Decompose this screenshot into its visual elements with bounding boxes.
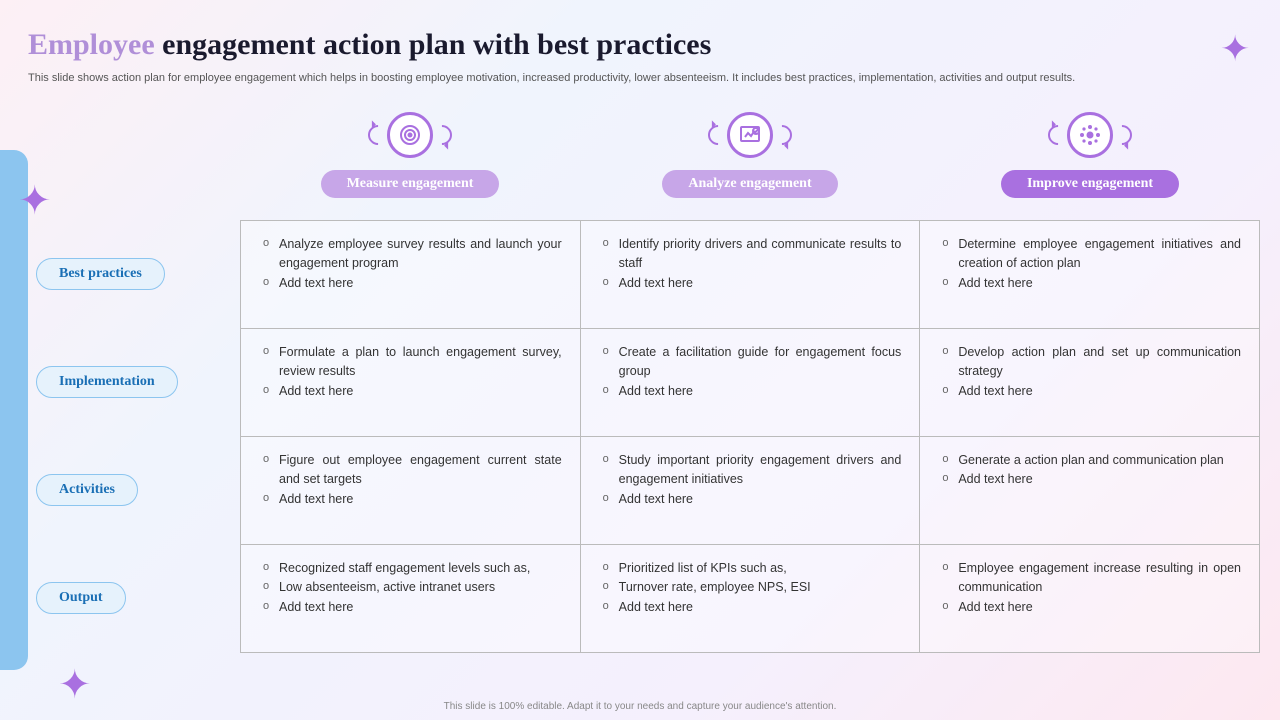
list-item: Create a facilitation guide for engageme… <box>603 343 902 382</box>
list-item: Generate a action plan and communication… <box>942 451 1241 470</box>
list-item: Add text here <box>263 598 562 617</box>
row-label-pill: Implementation <box>36 366 178 398</box>
list-item: Low absenteeism, active intranet users <box>263 578 562 597</box>
slide-subtitle: This slide shows action plan for employe… <box>28 72 1075 84</box>
target-icon <box>387 112 433 158</box>
table-cell: Employee engagement increase resulting i… <box>920 545 1260 653</box>
content-grid: Analyze employee survey results and laun… <box>240 220 1260 653</box>
row-labels: Best practices Implementation Activities Ou… <box>36 220 236 652</box>
table-cell: Analyze employee survey results and laun… <box>241 221 581 329</box>
list-item: Employee engagement increase resulting i… <box>942 559 1241 598</box>
row-label-pill: Activities <box>36 474 138 506</box>
column-header-cell: Improve engagement <box>920 112 1260 198</box>
list-item: Turnover rate, employee NPS, ESI <box>603 578 902 597</box>
list-item: Identify priority drivers and communicat… <box>603 235 902 274</box>
list-item: Add text here <box>263 382 562 401</box>
table-row: Formulate a plan to launch engagement su… <box>241 329 1260 437</box>
table-cell: Prioritized list of KPIs such as,Turnove… <box>580 545 920 653</box>
column-header-pill: Improve engagement <box>1001 170 1179 198</box>
table-cell: Formulate a plan to launch engagement su… <box>241 329 581 437</box>
list-item: Add text here <box>942 470 1241 489</box>
column-header-pill: Measure engagement <box>321 170 500 198</box>
row-label: Best practices <box>36 220 236 328</box>
list-item: Formulate a plan to launch engagement su… <box>263 343 562 382</box>
table-cell: Develop action plan and set up communica… <box>920 329 1260 437</box>
table-cell: Figure out employee engagement current s… <box>241 437 581 545</box>
row-label: Implementation <box>36 328 236 436</box>
list-item: Develop action plan and set up communica… <box>942 343 1241 382</box>
list-item: Study important priority engagement driv… <box>603 451 902 490</box>
chart-icon <box>727 112 773 158</box>
list-item: Recognized staff engagement levels such … <box>263 559 562 578</box>
table-cell: Recognized staff engagement levels such … <box>241 545 581 653</box>
list-item: Add text here <box>263 274 562 293</box>
column-header-pill: Analyze engagement <box>662 170 837 198</box>
row-label-pill: Best practices <box>36 258 165 290</box>
footer-note: This slide is 100% editable. Adapt it to… <box>0 701 1280 712</box>
column-header-row: Measure engagement Analyze engagement Impr… <box>240 112 1260 198</box>
table-cell: Identify priority drivers and communicat… <box>580 221 920 329</box>
title-accent: Employee <box>28 28 155 61</box>
table-cell: Generate a action plan and communication… <box>920 437 1260 545</box>
list-item: Add text here <box>603 490 902 509</box>
title-rest: engagement action plan with best practic… <box>155 28 712 61</box>
sparkle-icon: ✦ <box>1220 28 1250 70</box>
column-header-cell: Measure engagement <box>240 112 580 198</box>
list-item: Add text here <box>942 274 1241 293</box>
table-row: Recognized staff engagement levels such … <box>241 545 1260 653</box>
side-rail <box>0 150 28 670</box>
list-item: Analyze employee survey results and laun… <box>263 235 562 274</box>
table-cell: Study important priority engagement driv… <box>580 437 920 545</box>
list-item: Add text here <box>603 274 902 293</box>
row-label-pill: Output <box>36 582 126 614</box>
list-item: Add text here <box>942 598 1241 617</box>
row-label: Activities <box>36 436 236 544</box>
table-cell: Create a facilitation guide for engageme… <box>580 329 920 437</box>
table-row: Analyze employee survey results and laun… <box>241 221 1260 329</box>
list-item: Add text here <box>603 382 902 401</box>
row-label: Output <box>36 544 236 652</box>
list-item: Prioritized list of KPIs such as, <box>603 559 902 578</box>
table-row: Figure out employee engagement current s… <box>241 437 1260 545</box>
table-cell: Determine employee engagement initiative… <box>920 221 1260 329</box>
slide-title: Employee engagement action plan with bes… <box>28 28 711 62</box>
column-header-cell: Analyze engagement <box>580 112 920 198</box>
sparkle-icon: ✦ <box>18 178 52 224</box>
list-item: Add text here <box>263 490 562 509</box>
list-item: Figure out employee engagement current s… <box>263 451 562 490</box>
list-item: Determine employee engagement initiative… <box>942 235 1241 274</box>
network-icon <box>1067 112 1113 158</box>
list-item: Add text here <box>603 598 902 617</box>
list-item: Add text here <box>942 382 1241 401</box>
